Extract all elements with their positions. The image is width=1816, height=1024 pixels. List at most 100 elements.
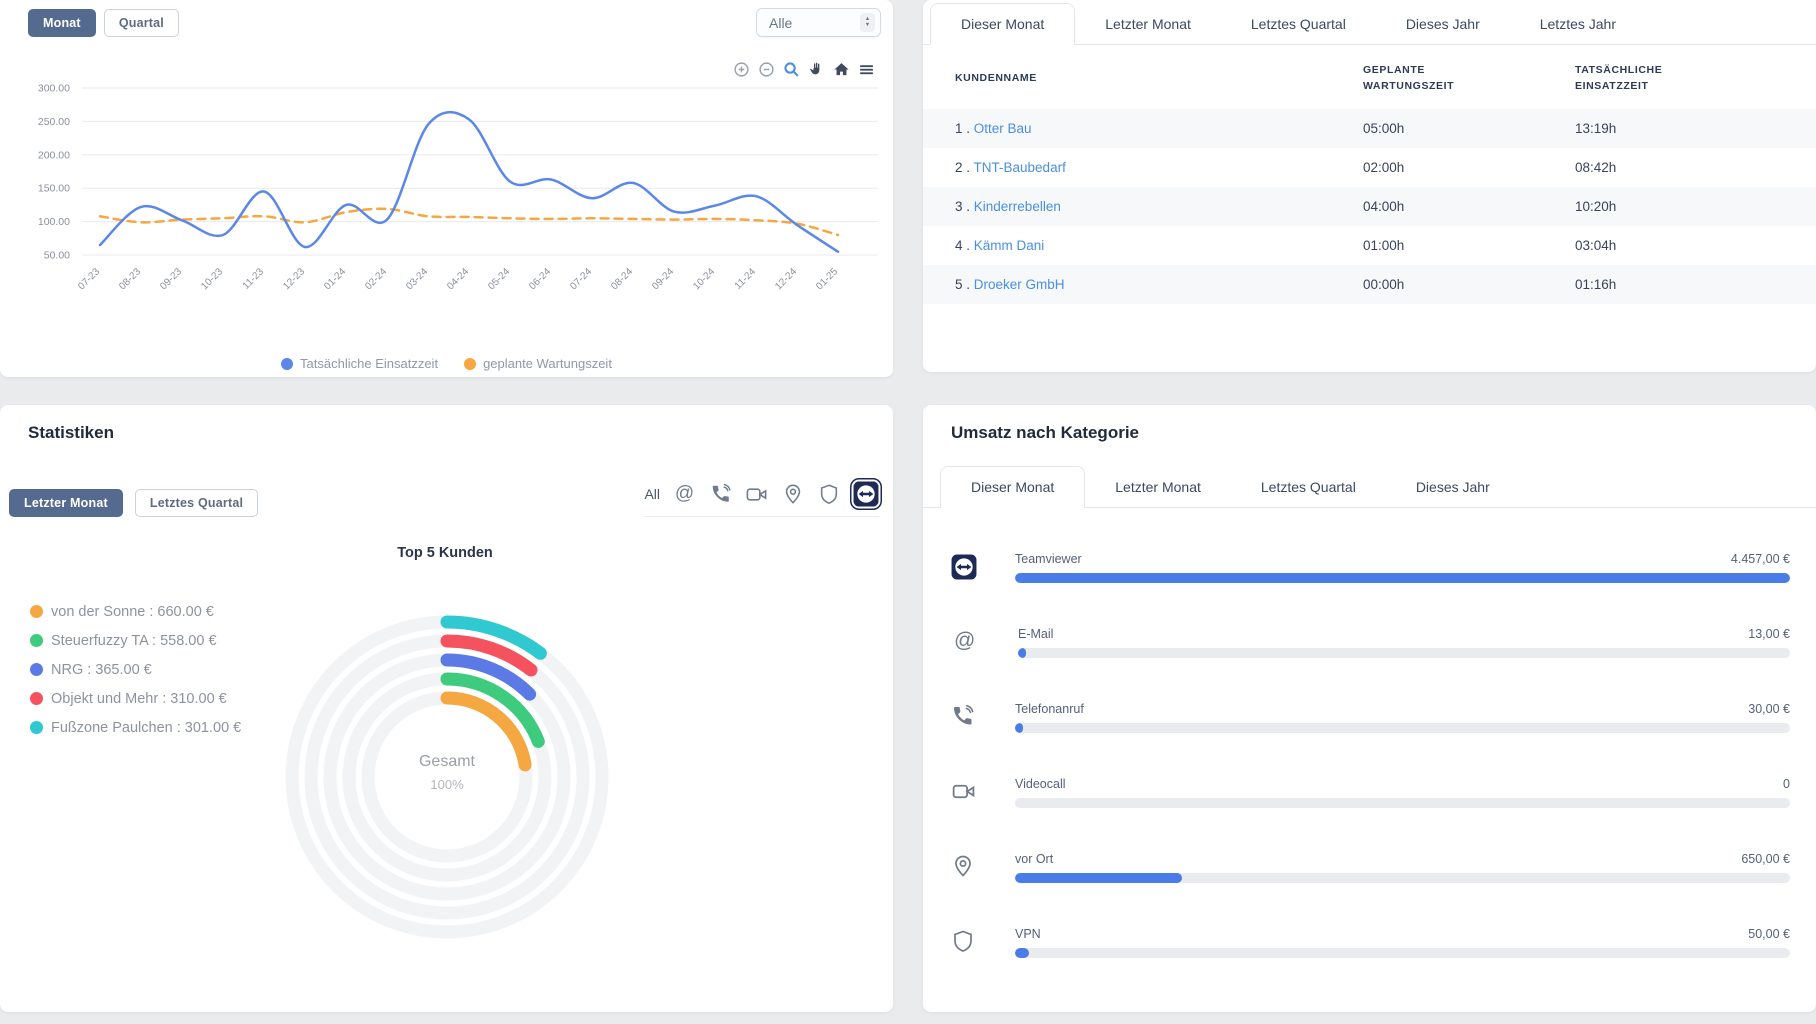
tab-dieser-monat[interactable]: Dieser Monat: [930, 3, 1076, 45]
legend-item[interactable]: Objekt und Mehr : 310.00 €: [30, 684, 241, 713]
x-tick-label: 02-24: [363, 266, 389, 292]
table-header: KUNDENNAME GEPLANTE WARTUNGSZEIT TATSÄCH…: [955, 64, 1663, 92]
ring-arc-Objekt und Mehr: [440, 634, 538, 677]
x-tick-label: 09-24: [650, 266, 676, 292]
x-tick-label: 05-24: [486, 266, 512, 292]
ring-track: [304, 634, 590, 920]
ring-arc-Steuerfuzzy TA: [440, 672, 545, 748]
filter-all[interactable]: All: [644, 486, 660, 502]
email-filter-icon[interactable]: @: [674, 483, 695, 504]
customers-table-panel: Dieser Monat Letzter Monat Letztes Quart…: [923, 0, 1816, 372]
bar-fill: [1015, 573, 1790, 583]
legend-item[interactable]: NRG : 365.00 €: [30, 655, 241, 684]
chart-modebar: [732, 60, 875, 78]
revenue-tabs: Dieser Monat Letzter Monat Letztes Quart…: [923, 463, 1816, 508]
category-row-vpn: VPN 50,00 €: [951, 927, 1790, 958]
maintenance-chart-panel: Monat Quartal Alle ▲ ▼ 300.00 250.00 200.00…: [0, 0, 893, 377]
x-tick-label: 12-23: [281, 266, 307, 292]
customer-link[interactable]: Otter Bau: [973, 120, 1032, 136]
x-tick-label: 12-24: [773, 266, 799, 292]
y-tick-label: 300.00: [38, 83, 70, 95]
series-line-dashed: [98, 207, 840, 237]
table-row: 3 . Kinderrebellen 04:00h 10:20h: [923, 186, 1816, 226]
category-row-teamviewer: Teamviewer 4.457,00 €: [951, 552, 1790, 583]
bar-fill: [1015, 723, 1023, 733]
bar-track: [1015, 948, 1790, 958]
letztes-quartal-button[interactable]: Letztes Quartal: [134, 489, 259, 517]
ring-track: [361, 691, 533, 863]
tab-dieser-monat[interactable]: Dieser Monat: [940, 466, 1086, 508]
tab-dieses-jahr[interactable]: Dieses Jahr: [1405, 16, 1480, 32]
statistics-title: Statistiken: [28, 423, 114, 442]
zoom-tool-icon[interactable]: [782, 60, 800, 78]
x-tick-label: 07-24: [568, 266, 594, 292]
location-filter-icon[interactable]: [781, 483, 804, 506]
video-icon: [951, 777, 1015, 808]
x-tick-label: 11-23: [241, 266, 267, 292]
category-row-vor-ort: vor Ort 650,00 €: [951, 852, 1790, 883]
y-tick-label: 100.00: [38, 216, 70, 228]
legend-dot: [281, 357, 294, 370]
category-row-telefonanruf: Telefonanruf 30,00 €: [951, 702, 1790, 733]
legend-item[interactable]: von der Sonne : 660.00 €: [30, 597, 241, 626]
zoom-in-icon[interactable]: [732, 60, 750, 78]
quartal-button[interactable]: Quartal: [103, 9, 179, 37]
teamviewer-icon: [951, 552, 1015, 583]
period-toggle: Monat Quartal: [28, 9, 179, 37]
phone-icon: [951, 702, 1015, 733]
location-icon: [951, 852, 1015, 883]
category-filter-row: All @: [644, 481, 879, 517]
legend-item[interactable]: Steuerfuzzy TA : 558.00 €: [30, 626, 241, 655]
video-filter-icon[interactable]: [745, 483, 768, 506]
table-row: 1 . Otter Bau 05:00h 13:19h: [923, 108, 1816, 148]
customer-link[interactable]: Kinderrebellen: [973, 198, 1061, 214]
customer-filter-select[interactable]: Alle ▲ ▼: [756, 8, 881, 37]
tab-letzter-monat[interactable]: Letzter Monat: [1115, 479, 1201, 495]
shield-icon: [951, 927, 1015, 958]
x-tick-label: 01-24: [322, 266, 348, 292]
shield-filter-icon[interactable]: [817, 483, 840, 506]
customer-link[interactable]: TNT-Baubedarf: [973, 159, 1066, 175]
phone-filter-icon[interactable]: [709, 483, 732, 506]
zoom-out-icon[interactable]: [757, 60, 775, 78]
tab-letztes-quartal[interactable]: Letztes Quartal: [1250, 16, 1346, 32]
customer-link[interactable]: Kämm Dani: [973, 237, 1045, 253]
ring-arc-von der Sonne: [440, 691, 532, 772]
tab-letztes-quartal[interactable]: Letztes Quartal: [1260, 479, 1356, 495]
ring-track: [323, 653, 571, 901]
ring-arc-Fußzone Paulchen: [440, 615, 547, 660]
legend-item-tatsaechliche-einsatzzeit[interactable]: Tatsächliche Einsatzzeit: [281, 356, 438, 371]
x-tick-label: 08-23: [117, 266, 143, 292]
ring-arc-NRG: [440, 653, 537, 701]
legend-item-geplante-wartungszeit[interactable]: geplante Wartungszeit: [464, 356, 612, 371]
series-line-solid: [98, 110, 840, 253]
tab-letzter-monat[interactable]: Letzter Monat: [1105, 16, 1191, 32]
bar-fill: [1015, 948, 1029, 958]
teamviewer-filter-icon-active[interactable]: [853, 481, 879, 507]
monat-button[interactable]: Monat: [28, 9, 96, 37]
x-tick-label: 06-24: [527, 266, 553, 292]
menu-icon[interactable]: [857, 60, 875, 78]
letzter-monat-button[interactable]: Letzter Monat: [9, 489, 123, 517]
tab-letztes-jahr[interactable]: Letztes Jahr: [1539, 16, 1616, 32]
x-tick-label: 11-24: [733, 266, 759, 292]
x-tick-label: 01-25: [814, 266, 840, 292]
radial-chart-legend: von der Sonne : 660.00 € Steuerfuzzy TA …: [30, 597, 241, 742]
bar-fill: [1018, 648, 1026, 658]
category-row-videocall: Videocall 0: [951, 777, 1790, 808]
customer-link[interactable]: Droeker GmbH: [973, 276, 1065, 292]
ring-track: [285, 615, 609, 939]
ring-track: [342, 672, 552, 882]
bar-track: [1015, 798, 1790, 808]
home-icon[interactable]: [832, 60, 850, 78]
category-row-email: @ E-Mail 13,00 €: [951, 627, 1790, 658]
category-bars: Teamviewer 4.457,00 € @ E-Mail 13,00 € Tel…: [951, 552, 1790, 958]
legend-item[interactable]: Fußzone Paulchen : 301.00 €: [30, 713, 241, 742]
x-tick-label: 03-24: [404, 266, 430, 292]
table-row: 5 . Droeker GmbH 00:00h 01:16h: [923, 264, 1816, 304]
pan-tool-icon[interactable]: [807, 60, 825, 78]
y-tick-label: 150.00: [38, 183, 70, 195]
tab-dieses-jahr[interactable]: Dieses Jahr: [1415, 479, 1490, 495]
statistics-period-toggle: Letzter Monat Letztes Quartal: [9, 489, 259, 517]
